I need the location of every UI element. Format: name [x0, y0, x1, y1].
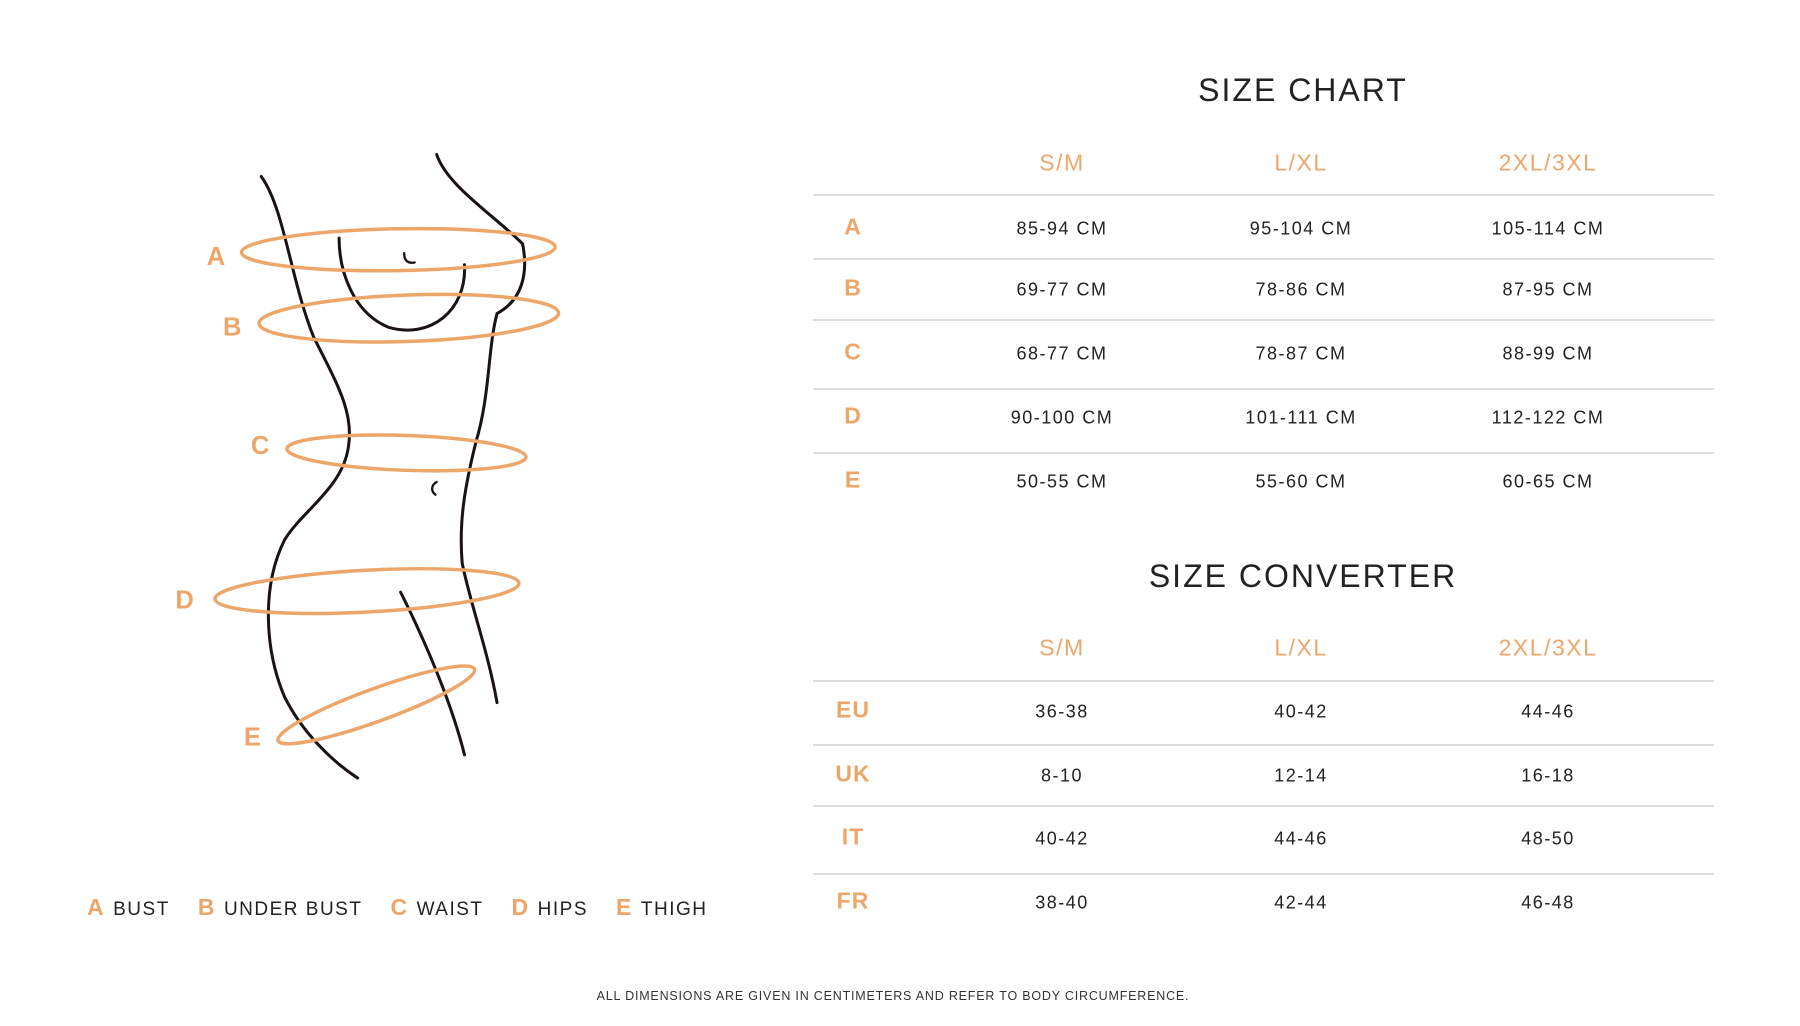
size-converter-cell: 40-42 — [1035, 828, 1089, 849]
size-chart-cell: 88-99 CM — [1502, 343, 1594, 364]
row-divider — [813, 194, 1714, 196]
row-divider — [813, 258, 1714, 260]
row-divider — [813, 452, 1714, 454]
legend-item: D HIPS — [512, 894, 588, 921]
size-converter-cell: 16-18 — [1521, 765, 1575, 786]
size-chart-title: SIZE CHART — [1198, 72, 1408, 108]
body-back-outline — [259, 175, 360, 780]
measurement-legend: A BUST B UNDER BUST C WAIST D HIPS E THIGH — [87, 894, 707, 921]
legend-key: D — [511, 894, 530, 920]
size-converter-column-header: L/XL — [1274, 634, 1328, 661]
size-converter-cell: 44-46 — [1521, 701, 1575, 722]
size-converter-row-label: FR — [836, 887, 870, 914]
figure-label-d: D — [175, 587, 193, 615]
size-converter-cell: 40-42 — [1274, 701, 1328, 722]
size-chart-cell: 50-55 CM — [1016, 471, 1108, 492]
row-divider — [813, 319, 1714, 321]
size-converter-cell: 42-44 — [1274, 892, 1328, 913]
size-converter-row-label: EU — [836, 696, 870, 723]
size-chart-cell: 60-65 CM — [1502, 471, 1594, 492]
nipple-mark — [402, 252, 416, 264]
legend-label: WAIST — [416, 899, 484, 920]
legend-key: C — [390, 894, 409, 920]
size-converter-title: SIZE CONVERTER — [1148, 558, 1458, 594]
size-chart-cell: 112-122 CM — [1491, 407, 1605, 428]
row-divider — [813, 873, 1714, 875]
legend-item: E THIGH — [616, 894, 707, 921]
figure-label-a: A — [207, 243, 225, 271]
legend-item: C WAIST — [390, 894, 483, 921]
inner-leg-outline — [399, 590, 467, 757]
figure-label-e: E — [244, 724, 261, 752]
size-chart-cell: 85-94 CM — [1016, 218, 1108, 239]
figure-label-b: B — [223, 314, 241, 342]
size-chart-cell: 55-60 CM — [1255, 471, 1347, 492]
size-converter-column-header: 2XL/3XL — [1498, 634, 1598, 661]
size-chart-row-label: A — [844, 213, 862, 240]
size-converter-cell: 48-50 — [1521, 828, 1575, 849]
size-converter-cell: 46-48 — [1521, 892, 1575, 913]
size-converter-row-label: IT — [841, 823, 865, 850]
footer-note: ALL DIMENSIONS ARE GIVEN IN CENTIMETERS … — [596, 989, 1190, 1003]
size-converter-cell: 38-40 — [1035, 892, 1089, 913]
size-chart-column-header: L/XL — [1274, 149, 1328, 176]
legend-key: A — [87, 894, 106, 920]
row-divider — [813, 680, 1714, 682]
size-converter-cell: 36-38 — [1035, 701, 1089, 722]
measure-ring-b — [257, 292, 561, 344]
size-converter-cell: 12-14 — [1274, 765, 1328, 786]
legend-key: E — [616, 894, 633, 920]
size-chart-row-label: E — [844, 466, 862, 493]
legend-item: A BUST — [87, 894, 170, 921]
body-front-outline — [435, 152, 527, 705]
size-chart-cell: 69-77 CM — [1016, 279, 1108, 300]
size-chart-row-label: B — [844, 274, 862, 301]
size-converter-cell: 44-46 — [1274, 828, 1328, 849]
size-chart-cell: 78-87 CM — [1255, 343, 1347, 364]
measure-ring-a — [239, 226, 557, 273]
size-chart-column-header: S/M — [1039, 149, 1085, 176]
legend-label: BUST — [113, 899, 170, 920]
size-chart-cell: 78-86 CM — [1255, 279, 1347, 300]
figure-label-c: C — [251, 432, 269, 460]
size-chart-column-header: 2XL/3XL — [1498, 149, 1598, 176]
row-divider — [813, 805, 1714, 807]
size-converter-column-header: S/M — [1039, 634, 1085, 661]
size-chart-cell: 95-104 CM — [1249, 218, 1353, 239]
row-divider — [813, 388, 1714, 390]
navel-mark — [430, 480, 438, 496]
measure-ring-e — [276, 664, 477, 746]
size-chart-cell: 87-95 CM — [1502, 279, 1594, 300]
breast-outline — [337, 236, 467, 332]
size-converter-cell: 8-10 — [1040, 765, 1084, 786]
measure-ring-d — [213, 567, 521, 616]
legend-key: B — [197, 894, 216, 920]
legend-item: B UNDER BUST — [198, 894, 363, 921]
size-chart-cell: 90-100 CM — [1010, 407, 1114, 428]
size-chart-cell: 101-111 CM — [1245, 407, 1357, 428]
legend-label: THIGH — [640, 899, 708, 920]
size-chart-row-label: D — [844, 402, 862, 429]
measure-ring-c — [285, 433, 528, 473]
size-chart-cell: 68-77 CM — [1016, 343, 1108, 364]
legend-label: UNDER BUST — [223, 899, 363, 920]
size-chart-row-label: C — [844, 338, 862, 365]
legend-label: HIPS — [537, 899, 589, 920]
size-converter-row-label: UK — [835, 760, 871, 787]
size-chart-cell: 105-114 CM — [1491, 218, 1605, 239]
row-divider — [813, 744, 1714, 746]
